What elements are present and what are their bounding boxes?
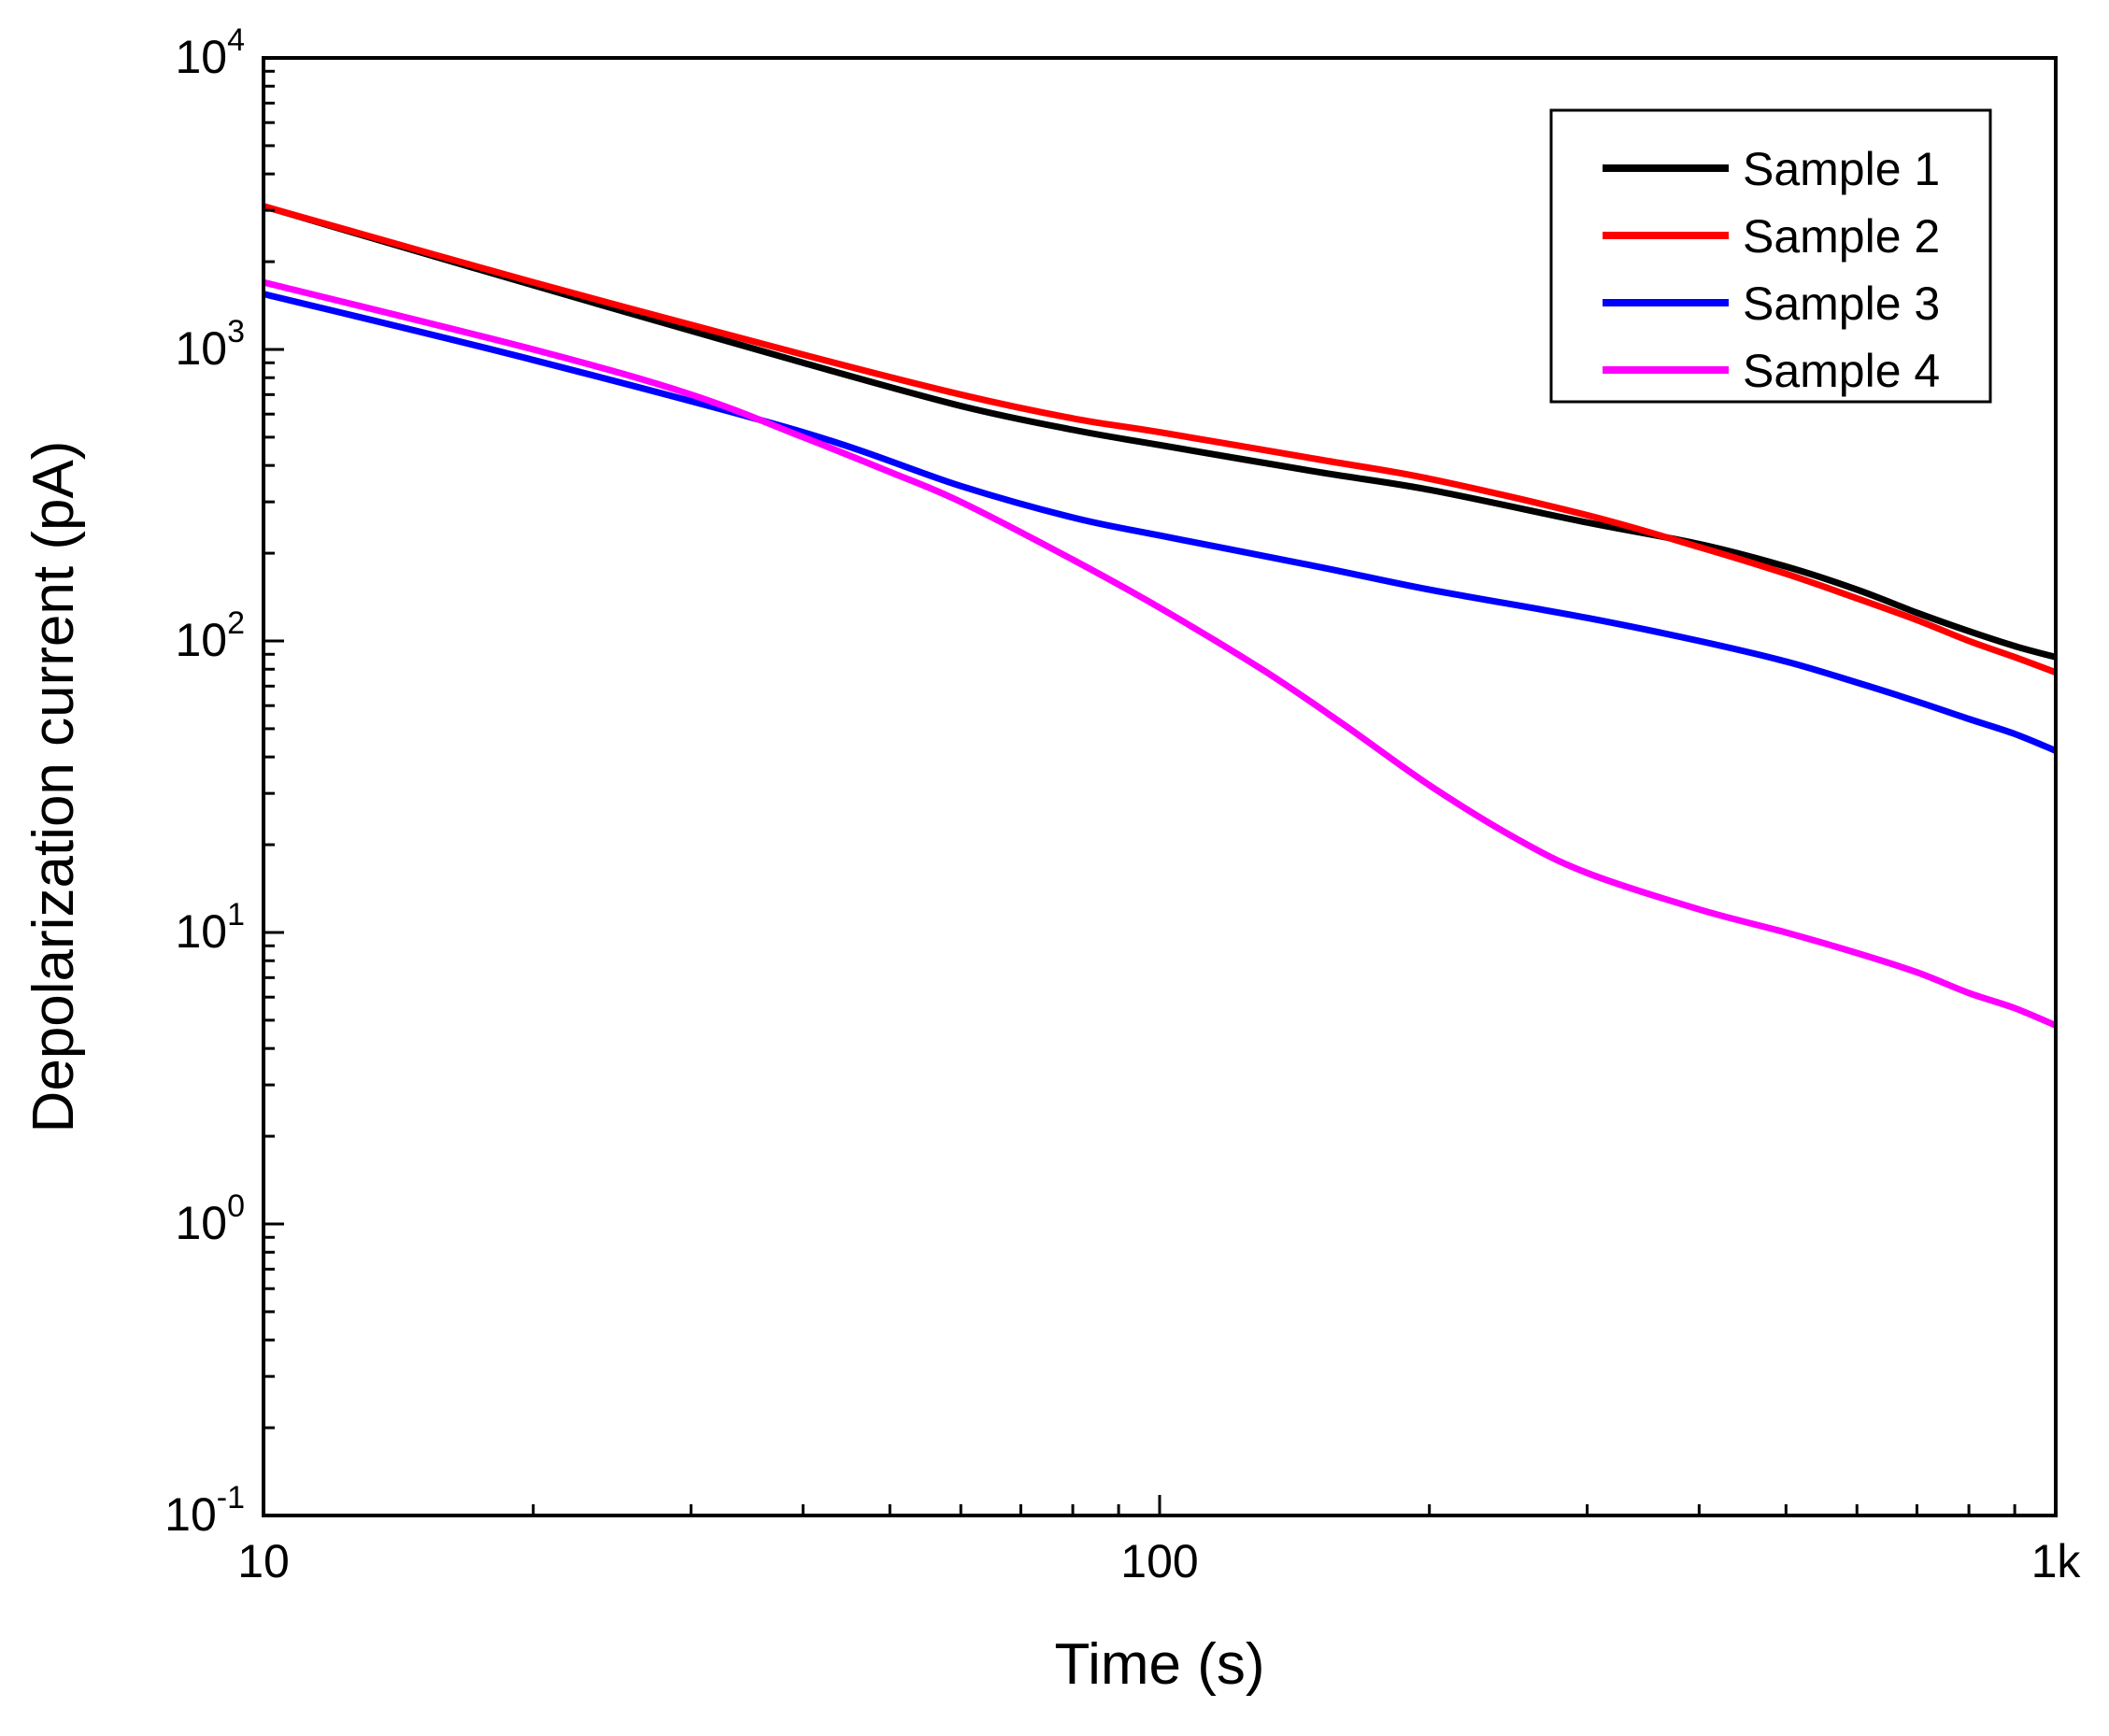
y-tick-base: 10 — [175, 31, 227, 83]
y-tick-base: 10 — [175, 1197, 227, 1249]
series-line-4 — [263, 278, 2058, 1029]
y-axis-title: Depolarization current (pA) — [21, 441, 86, 1133]
y-tick-base: 10 — [164, 1488, 217, 1541]
y-tick-label: 101 — [175, 897, 245, 958]
y-tick-label: 104 — [175, 22, 245, 83]
y-tick-label: 103 — [175, 314, 245, 375]
y-tick-label: 100 — [175, 1188, 245, 1249]
legend-box — [1549, 108, 1992, 404]
y-tick-label: 10-1 — [164, 1480, 245, 1541]
y-tick-exponent: -1 — [217, 1480, 245, 1515]
x-tick-label: 10 — [237, 1535, 290, 1587]
series-line-1 — [263, 203, 2057, 661]
y-tick-exponent: 3 — [227, 314, 245, 349]
y-tick-exponent: 2 — [227, 605, 245, 641]
legend-label-2: Sample 2 — [1743, 210, 1940, 263]
legend-label-3: Sample 3 — [1743, 277, 1940, 330]
legend-label-1: Sample 1 — [1743, 143, 1940, 195]
series-layer — [263, 203, 2058, 1029]
y-tick-exponent: 4 — [227, 22, 245, 58]
series-line-2 — [263, 203, 2058, 676]
plot-frame — [262, 56, 2058, 1517]
y-tick-base: 10 — [175, 614, 227, 666]
y-tick-base: 10 — [175, 905, 227, 958]
x-axis-title: Time (s) — [1055, 1632, 1265, 1697]
y-tick-exponent: 0 — [227, 1188, 245, 1224]
y-tick-exponent: 1 — [227, 897, 245, 932]
y-tick-base: 10 — [175, 322, 227, 375]
x-tick-label: 100 — [1120, 1535, 1198, 1587]
x-tick-label: 1k — [2031, 1535, 2082, 1587]
legend: Sample 1 Sample 2 Sample 3 Sample 4 — [1549, 108, 1992, 404]
legend-label-4: Sample 4 — [1743, 345, 1940, 397]
y-tick-label: 102 — [175, 605, 245, 666]
